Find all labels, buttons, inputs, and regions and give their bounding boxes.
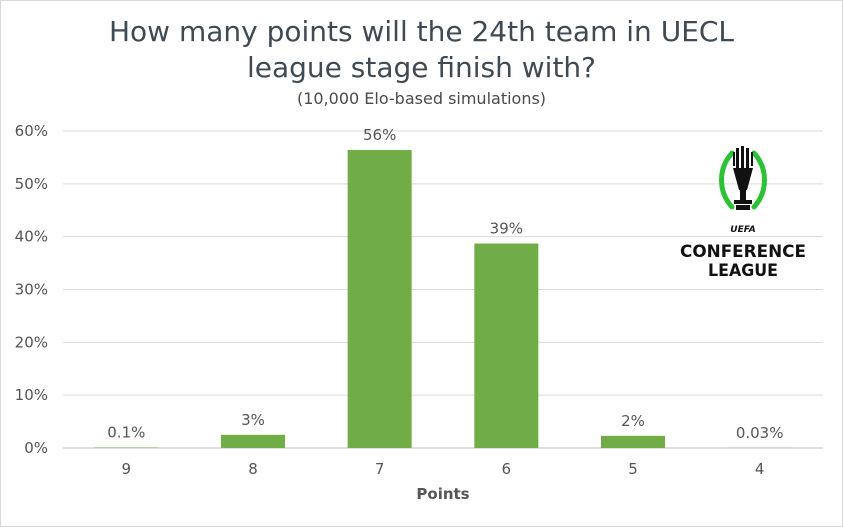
x-axis-ticks: 9 8 7 6 5 4 xyxy=(122,460,765,478)
x-axis-label: Points xyxy=(416,485,469,503)
bar xyxy=(94,447,159,448)
logo-right-arc xyxy=(751,150,767,210)
data-labels: 0.1% 3% 56% 39% 2% 0.03% xyxy=(107,126,783,442)
logo-text-league: LEAGUE xyxy=(708,261,778,281)
logo-text-conference: CONFERENCE xyxy=(680,242,806,262)
logo-text-uefa: UEFA xyxy=(730,225,755,235)
bar xyxy=(474,243,539,448)
chart-title-line-2: league stage finish with? xyxy=(246,51,597,84)
gridlines xyxy=(63,130,823,449)
data-label: 39% xyxy=(490,220,523,238)
y-tick-label: 50% xyxy=(15,175,48,193)
y-tick-label: 20% xyxy=(15,333,48,351)
trophy-icon xyxy=(733,146,753,210)
chart-title-line-1: How many points will the 24th team in UE… xyxy=(108,15,735,48)
y-tick-label: 30% xyxy=(15,281,48,299)
data-label: 3% xyxy=(241,411,265,429)
x-tick-label: 9 xyxy=(122,460,132,478)
x-tick-label: 5 xyxy=(628,460,638,478)
data-label: 0.03% xyxy=(736,424,784,442)
y-tick-label: 40% xyxy=(15,228,48,246)
bar xyxy=(347,150,412,448)
data-label: 2% xyxy=(621,412,645,430)
logo-left-arc xyxy=(719,150,735,210)
x-tick-label: 8 xyxy=(248,460,258,478)
y-tick-label: 10% xyxy=(15,386,48,404)
y-axis-ticks: 0% 10% 20% 30% 40% 50% 60% xyxy=(15,122,48,457)
x-tick-label: 7 xyxy=(375,460,385,478)
y-tick-label: 60% xyxy=(15,122,48,140)
data-label: 0.1% xyxy=(107,423,145,441)
y-tick-label: 0% xyxy=(24,439,48,457)
data-label: 56% xyxy=(363,126,396,144)
x-tick-label: 4 xyxy=(755,460,765,478)
bar xyxy=(601,435,665,448)
chart-subtitle: (10,000 Elo-based simulations) xyxy=(296,89,547,108)
conference-league-logo: UEFA CONFERENCE LEAGUE xyxy=(680,146,806,281)
x-tick-label: 6 xyxy=(502,460,512,478)
bar xyxy=(221,434,285,448)
bars xyxy=(94,150,792,448)
